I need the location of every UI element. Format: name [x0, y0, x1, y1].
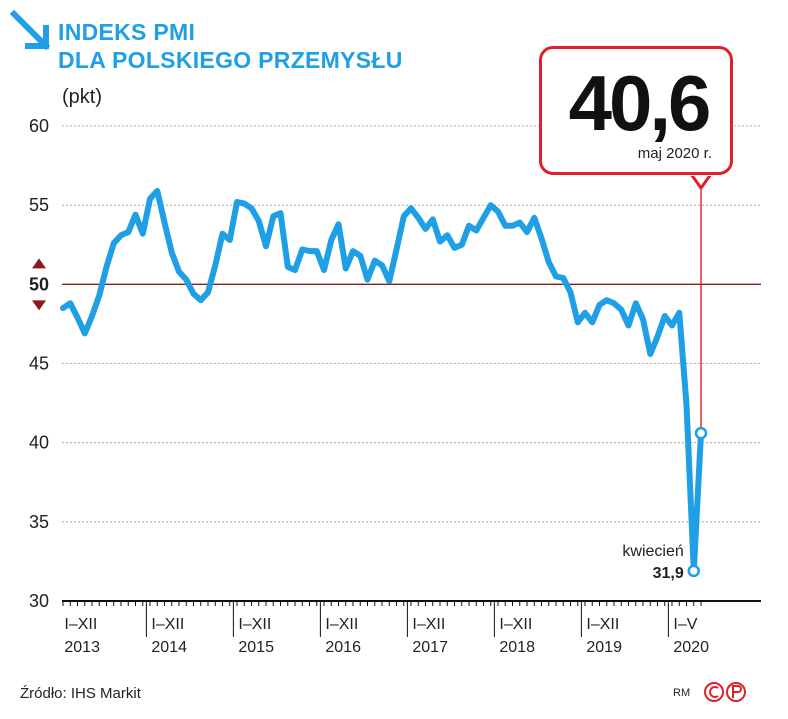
x-year-label: 2015: [238, 639, 274, 656]
april-point-marker: [687, 564, 700, 578]
x-year-label: 2017: [412, 639, 448, 656]
x-year-label: 2019: [586, 639, 622, 656]
x-range-label: I–XII: [64, 616, 97, 633]
x-year-label: 2020: [673, 639, 709, 656]
threshold-label: 50: [29, 274, 49, 294]
y-tick-label: 45: [29, 354, 49, 374]
y-tick-label: 40: [29, 433, 49, 453]
x-year-label: 2013: [64, 639, 100, 656]
copyright-c-icon: [704, 682, 724, 702]
x-range-label: I–XII: [151, 616, 184, 633]
x-range-label: I–XII: [412, 616, 445, 633]
x-range-label: I–XII: [586, 616, 619, 633]
y-tick-label: 55: [29, 195, 49, 215]
chart-title-line-1: INDEKS PMI: [58, 19, 196, 45]
p-glyph-icon: [732, 685, 742, 698]
x-range-label: I–V: [673, 616, 697, 633]
c-glyph-icon: [709, 686, 719, 698]
y-tick-label: 60: [29, 116, 49, 136]
arrow-down-right-icon: [9, 9, 51, 51]
latest-date: maj 2020 r.: [637, 145, 712, 162]
chart-title-line-2: DLA POLSKIEGO PRZEMYSŁU: [58, 47, 403, 73]
x-range-label: I–XII: [238, 616, 271, 633]
source-note: Źródło: IHS Markit: [20, 685, 141, 702]
x-year-label: 2014: [151, 639, 187, 656]
april-annotation-value: 31,9: [653, 565, 684, 582]
x-year-label: 2016: [325, 639, 361, 656]
april-annotation-label: kwiecień: [622, 543, 683, 560]
unit-label: (pkt): [62, 86, 102, 108]
latest-point-marker: [694, 426, 708, 440]
y-tick-label: 35: [29, 512, 49, 532]
author-credit: RM: [673, 687, 691, 699]
latest-value: 40,6: [568, 59, 712, 147]
x-range-label: I–XII: [325, 616, 358, 633]
y-tick-label: 30: [29, 591, 49, 611]
triangle-up-icon: [32, 258, 46, 269]
x-year-label: 2018: [499, 639, 535, 656]
callout-pointer: [689, 172, 713, 190]
pmi-series-line: [60, 187, 704, 574]
copyright-p-icon: [726, 682, 746, 702]
triangle-down-icon: [32, 300, 46, 311]
latest-value-callout: 40,6 maj 2020 r.: [539, 46, 733, 175]
x-range-label: I–XII: [499, 616, 532, 633]
